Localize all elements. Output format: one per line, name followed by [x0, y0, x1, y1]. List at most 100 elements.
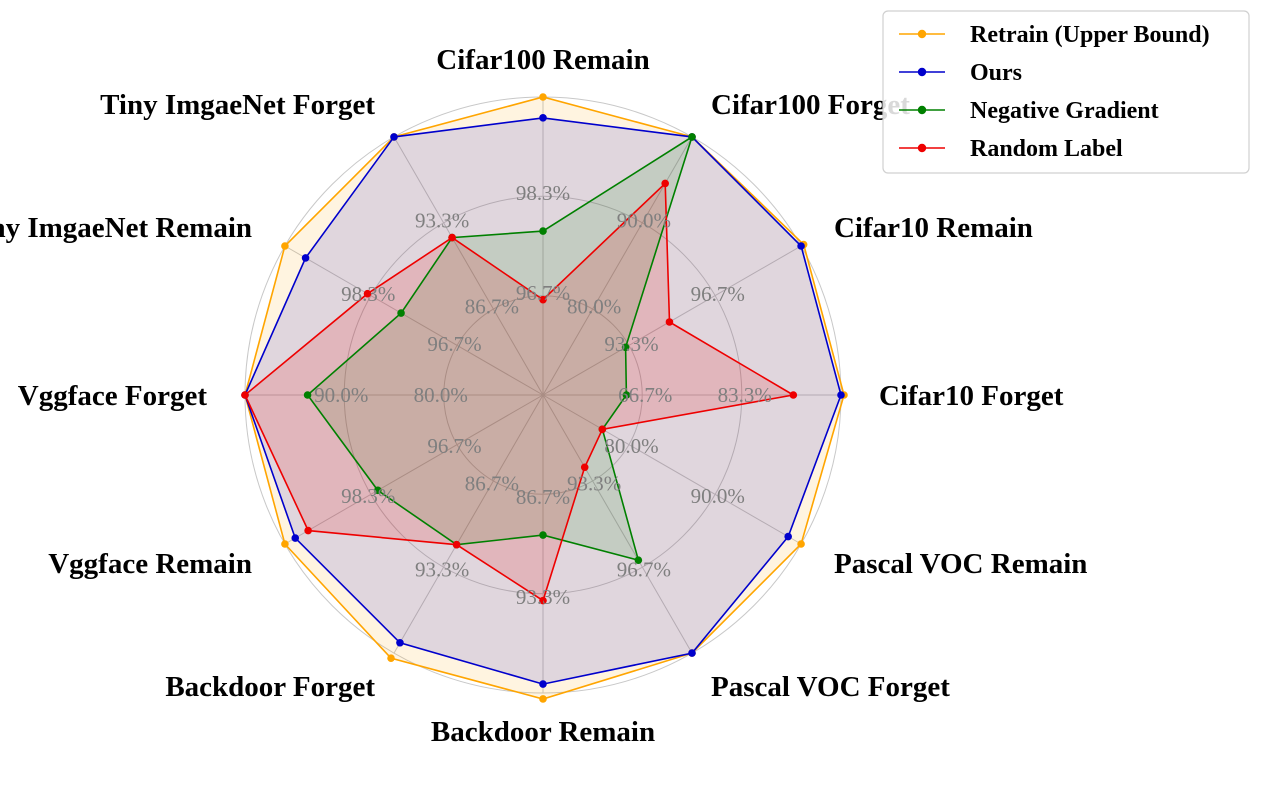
data-point — [837, 391, 845, 399]
data-point — [622, 391, 631, 399]
tick-label: 93.3% — [567, 472, 621, 496]
tick-label: 86.7% — [465, 472, 519, 496]
tick-label: 96.7% — [617, 558, 671, 582]
data-point — [797, 540, 805, 548]
axis-labels: Cifar10 Forget Cifar10 Remain Cifar100 For… — [0, 44, 1087, 748]
data-point — [448, 233, 456, 242]
tick-label: 90.0% — [691, 484, 745, 508]
axis-label: Tiny ImgaeNet Remain — [0, 212, 252, 244]
tick-label: 80.0% — [567, 294, 621, 318]
data-point — [789, 391, 798, 399]
axis-label: Cifar100 Forget — [711, 89, 910, 121]
tick-label: 90.0% — [617, 208, 671, 232]
legend: Retrain (Upper Bound) Ours Negative Gradie… — [882, 10, 1250, 174]
axis-label: Backdoor Remain — [431, 716, 655, 748]
series-layer — [241, 93, 848, 703]
axis-label: Tiny ImgaeNet Forget — [100, 89, 375, 121]
tick-label: 90.0% — [314, 383, 368, 407]
data-point — [301, 254, 310, 262]
grid-ring — [343, 195, 743, 595]
axis-label: Cifar100 Remain — [436, 44, 649, 76]
spoke-line — [284, 245, 544, 396]
tick-label: 96.7% — [427, 332, 481, 356]
tick-label: 66.7% — [618, 383, 672, 407]
data-point — [304, 526, 312, 535]
data-point — [784, 532, 792, 541]
spoke-line — [542, 136, 693, 396]
legend-swatch-marker — [917, 67, 927, 77]
legend-swatch-marker — [917, 143, 927, 153]
data-point — [539, 295, 547, 304]
tick-label: 93.3% — [604, 332, 658, 356]
tick-label: 86.7% — [516, 485, 570, 509]
data-point — [397, 309, 405, 317]
data-point — [688, 133, 696, 141]
axis-label: Pascal VOC Forget — [711, 671, 950, 703]
data-point — [281, 242, 289, 250]
data-point — [396, 638, 404, 647]
series-area — [245, 183, 794, 601]
tick-label: 86.7% — [465, 294, 519, 318]
tick-label: 96.7% — [691, 282, 745, 306]
series-area — [307, 136, 692, 561]
spoke-line — [393, 394, 544, 654]
data-point — [688, 649, 696, 657]
legend-box — [882, 10, 1250, 174]
series-area — [245, 117, 841, 685]
axis-label: Cifar10 Forget — [879, 380, 1064, 412]
tick-label: 83.3% — [718, 383, 772, 407]
data-point — [539, 680, 547, 688]
tick-label: 98.3% — [516, 181, 570, 205]
data-point — [291, 534, 300, 542]
tick-label: 93.3% — [516, 585, 570, 609]
tick-label: 80.0% — [414, 383, 468, 407]
tick-label: 93.3% — [415, 558, 469, 582]
data-point — [580, 463, 589, 472]
data-point — [621, 343, 630, 352]
axis-label: Cifar10 Remain — [834, 212, 1033, 244]
axis-label: Pascal VOC Remain — [834, 548, 1087, 580]
tick-labels: 66.7% 83.3%93.3%96.7%80.0%90.0%96.7%98.3%… — [314, 181, 772, 609]
legend-swatch-marker — [917, 105, 927, 115]
tick-label: 80.0% — [604, 434, 658, 458]
series-area — [245, 97, 844, 699]
tick-label: 93.3% — [415, 208, 469, 232]
legend-entry-label: Random Label — [970, 136, 1123, 162]
data-point — [281, 540, 289, 548]
tick-label: 98.3% — [341, 282, 395, 306]
data-point — [303, 391, 312, 399]
tick-label: 96.7% — [516, 281, 570, 305]
data-point — [374, 486, 382, 495]
data-point — [797, 242, 805, 250]
legend-entry-label: Negative Gradient — [970, 98, 1159, 124]
data-point — [539, 531, 547, 539]
data-point — [598, 425, 607, 434]
data-point — [539, 227, 547, 235]
data-point — [539, 114, 547, 122]
spoke-line — [542, 394, 693, 654]
data-point — [634, 556, 643, 564]
axis-label: Vggface Remain — [48, 548, 252, 580]
tick-label: 98.3% — [341, 484, 395, 508]
data-point — [661, 179, 669, 188]
data-point — [452, 540, 461, 549]
axis-label: Backdoor Forget — [165, 671, 375, 703]
legend-entry-label: Ours — [970, 60, 1022, 86]
legend-swatch-marker — [917, 29, 927, 39]
axis-label: Vggface Forget — [18, 380, 208, 412]
data-point — [539, 93, 547, 101]
data-point — [363, 289, 372, 298]
legend-entry-label: Retrain (Upper Bound) — [970, 22, 1210, 48]
data-point — [241, 391, 249, 399]
data-point — [539, 695, 547, 703]
data-point — [390, 133, 398, 141]
grid-ring — [443, 295, 643, 495]
spoke-line — [542, 394, 802, 545]
data-point — [387, 654, 395, 663]
tick-label: 96.7% — [427, 434, 481, 458]
spoke-line — [284, 394, 544, 545]
spoke-line — [393, 136, 544, 396]
data-point — [539, 596, 547, 605]
